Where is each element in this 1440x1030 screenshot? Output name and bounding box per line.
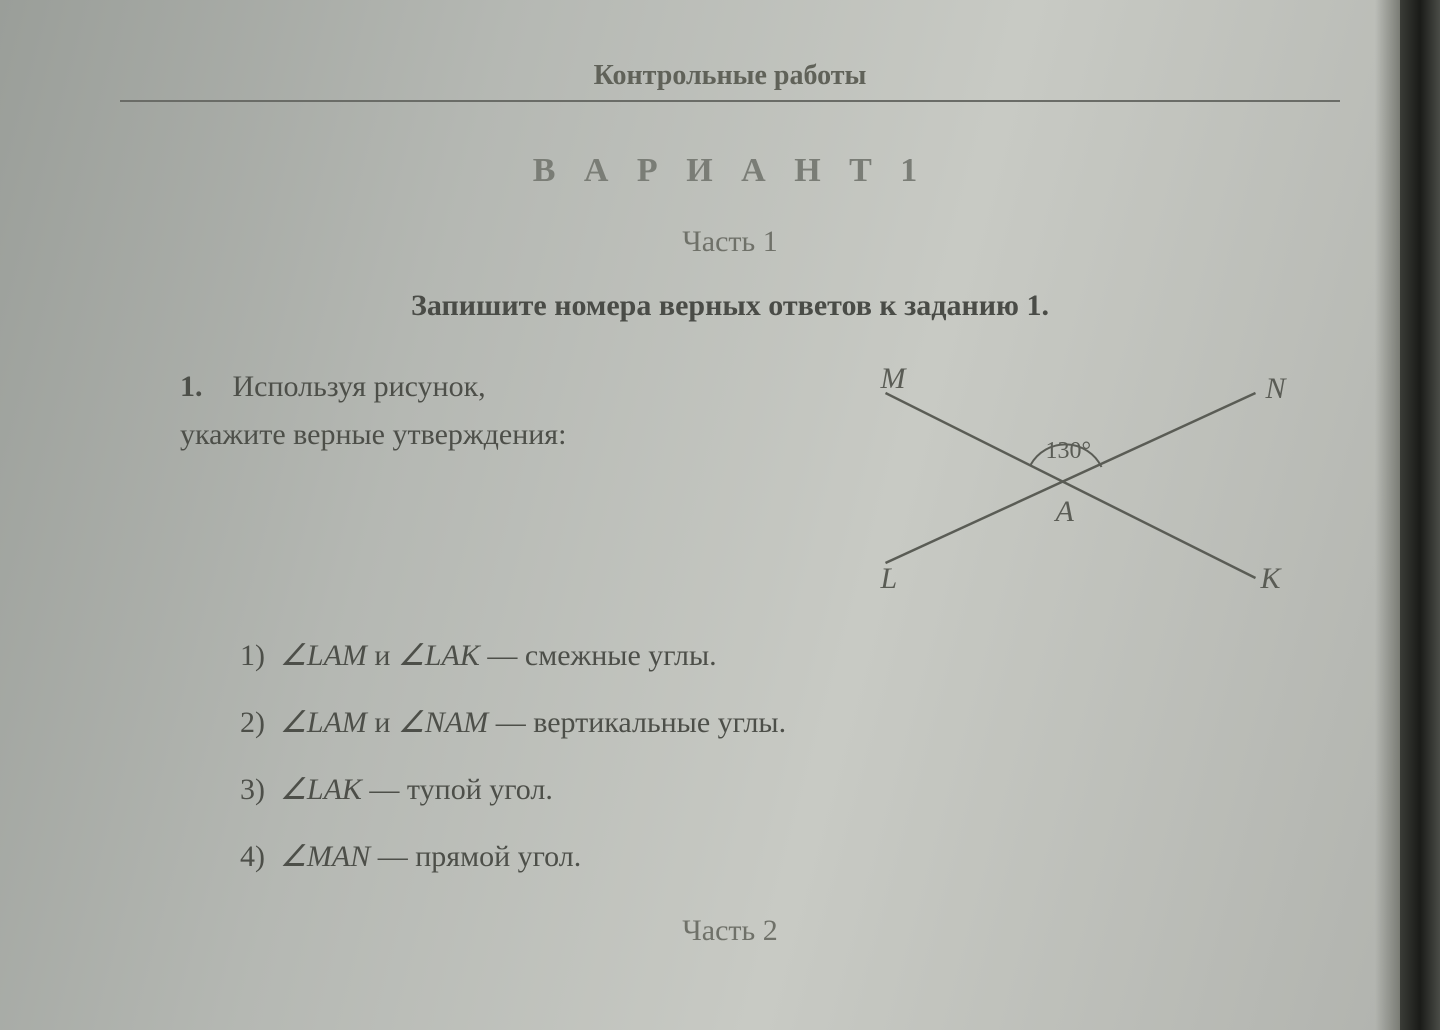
label-a: A bbox=[1054, 495, 1075, 528]
answer-3-num: 3) bbox=[240, 773, 265, 806]
answer-1-conj: и bbox=[367, 639, 398, 672]
header-section: Контрольные работы bbox=[120, 60, 1340, 102]
answer-1-angle1: ∠LAM bbox=[280, 639, 367, 672]
answer-1: 1) ∠LAM и ∠LAK — смежные углы. bbox=[240, 633, 1340, 678]
answer-1-desc: — смежные углы. bbox=[480, 639, 717, 672]
answer-3: 3) ∠LAK — тупой угол. bbox=[240, 767, 1340, 812]
line-nl bbox=[886, 393, 1256, 563]
answer-2-angle1: ∠LAM bbox=[280, 706, 367, 739]
variant-title: В А Р И А Н Т 1 bbox=[120, 152, 1340, 190]
answer-3-desc: — тупой угол. bbox=[362, 773, 553, 806]
answer-1-angle2: ∠LAK bbox=[398, 639, 480, 672]
answer-2-conj: и bbox=[367, 706, 398, 739]
answer-2-angle2: ∠NAM bbox=[398, 706, 488, 739]
line-mk bbox=[886, 393, 1256, 578]
label-k: K bbox=[1260, 562, 1283, 595]
answer-3-angle1: ∠LAK bbox=[280, 773, 362, 806]
task-row: 1. Используя рисунок, укажите верные утв… bbox=[120, 363, 1340, 603]
task-number: 1. bbox=[180, 370, 203, 403]
label-n: N bbox=[1265, 372, 1288, 405]
task-text: 1. Используя рисунок, укажите верные утв… bbox=[120, 363, 791, 459]
answer-2-desc: — вертикальные углы. bbox=[488, 706, 786, 739]
answer-4-desc: — прямой угол. bbox=[370, 840, 581, 873]
task-line2: укажите верные утверждения: bbox=[180, 418, 566, 451]
answers-list: 1) ∠LAM и ∠LAK — смежные углы. 2) ∠LAM и… bbox=[120, 633, 1340, 879]
part1-title: Часть 1 bbox=[120, 225, 1340, 259]
answer-2-num: 2) bbox=[240, 706, 265, 739]
page-content: Контрольные работы В А Р И А Н Т 1 Часть… bbox=[0, 0, 1440, 988]
part2-title: Часть 2 bbox=[120, 914, 1340, 948]
diagram-svg: M N L K A 130° bbox=[791, 363, 1340, 603]
answer-4: 4) ∠MAN — прямой угол. bbox=[240, 834, 1340, 879]
header-title: Контрольные работы bbox=[594, 60, 867, 91]
answer-4-angle1: ∠MAN bbox=[280, 840, 370, 873]
angle-value: 130° bbox=[1046, 438, 1092, 464]
instruction-text: Запишите номера верных ответов к заданию… bbox=[120, 289, 1340, 323]
label-m: M bbox=[880, 363, 908, 395]
answer-2: 2) ∠LAM и ∠NAM — вертикальные углы. bbox=[240, 700, 1340, 745]
diagram: M N L K A 130° bbox=[791, 363, 1340, 603]
task-line1: Используя рисунок, bbox=[233, 370, 486, 403]
label-l: L bbox=[880, 562, 898, 595]
answer-1-num: 1) bbox=[240, 639, 265, 672]
answer-4-num: 4) bbox=[240, 840, 265, 873]
